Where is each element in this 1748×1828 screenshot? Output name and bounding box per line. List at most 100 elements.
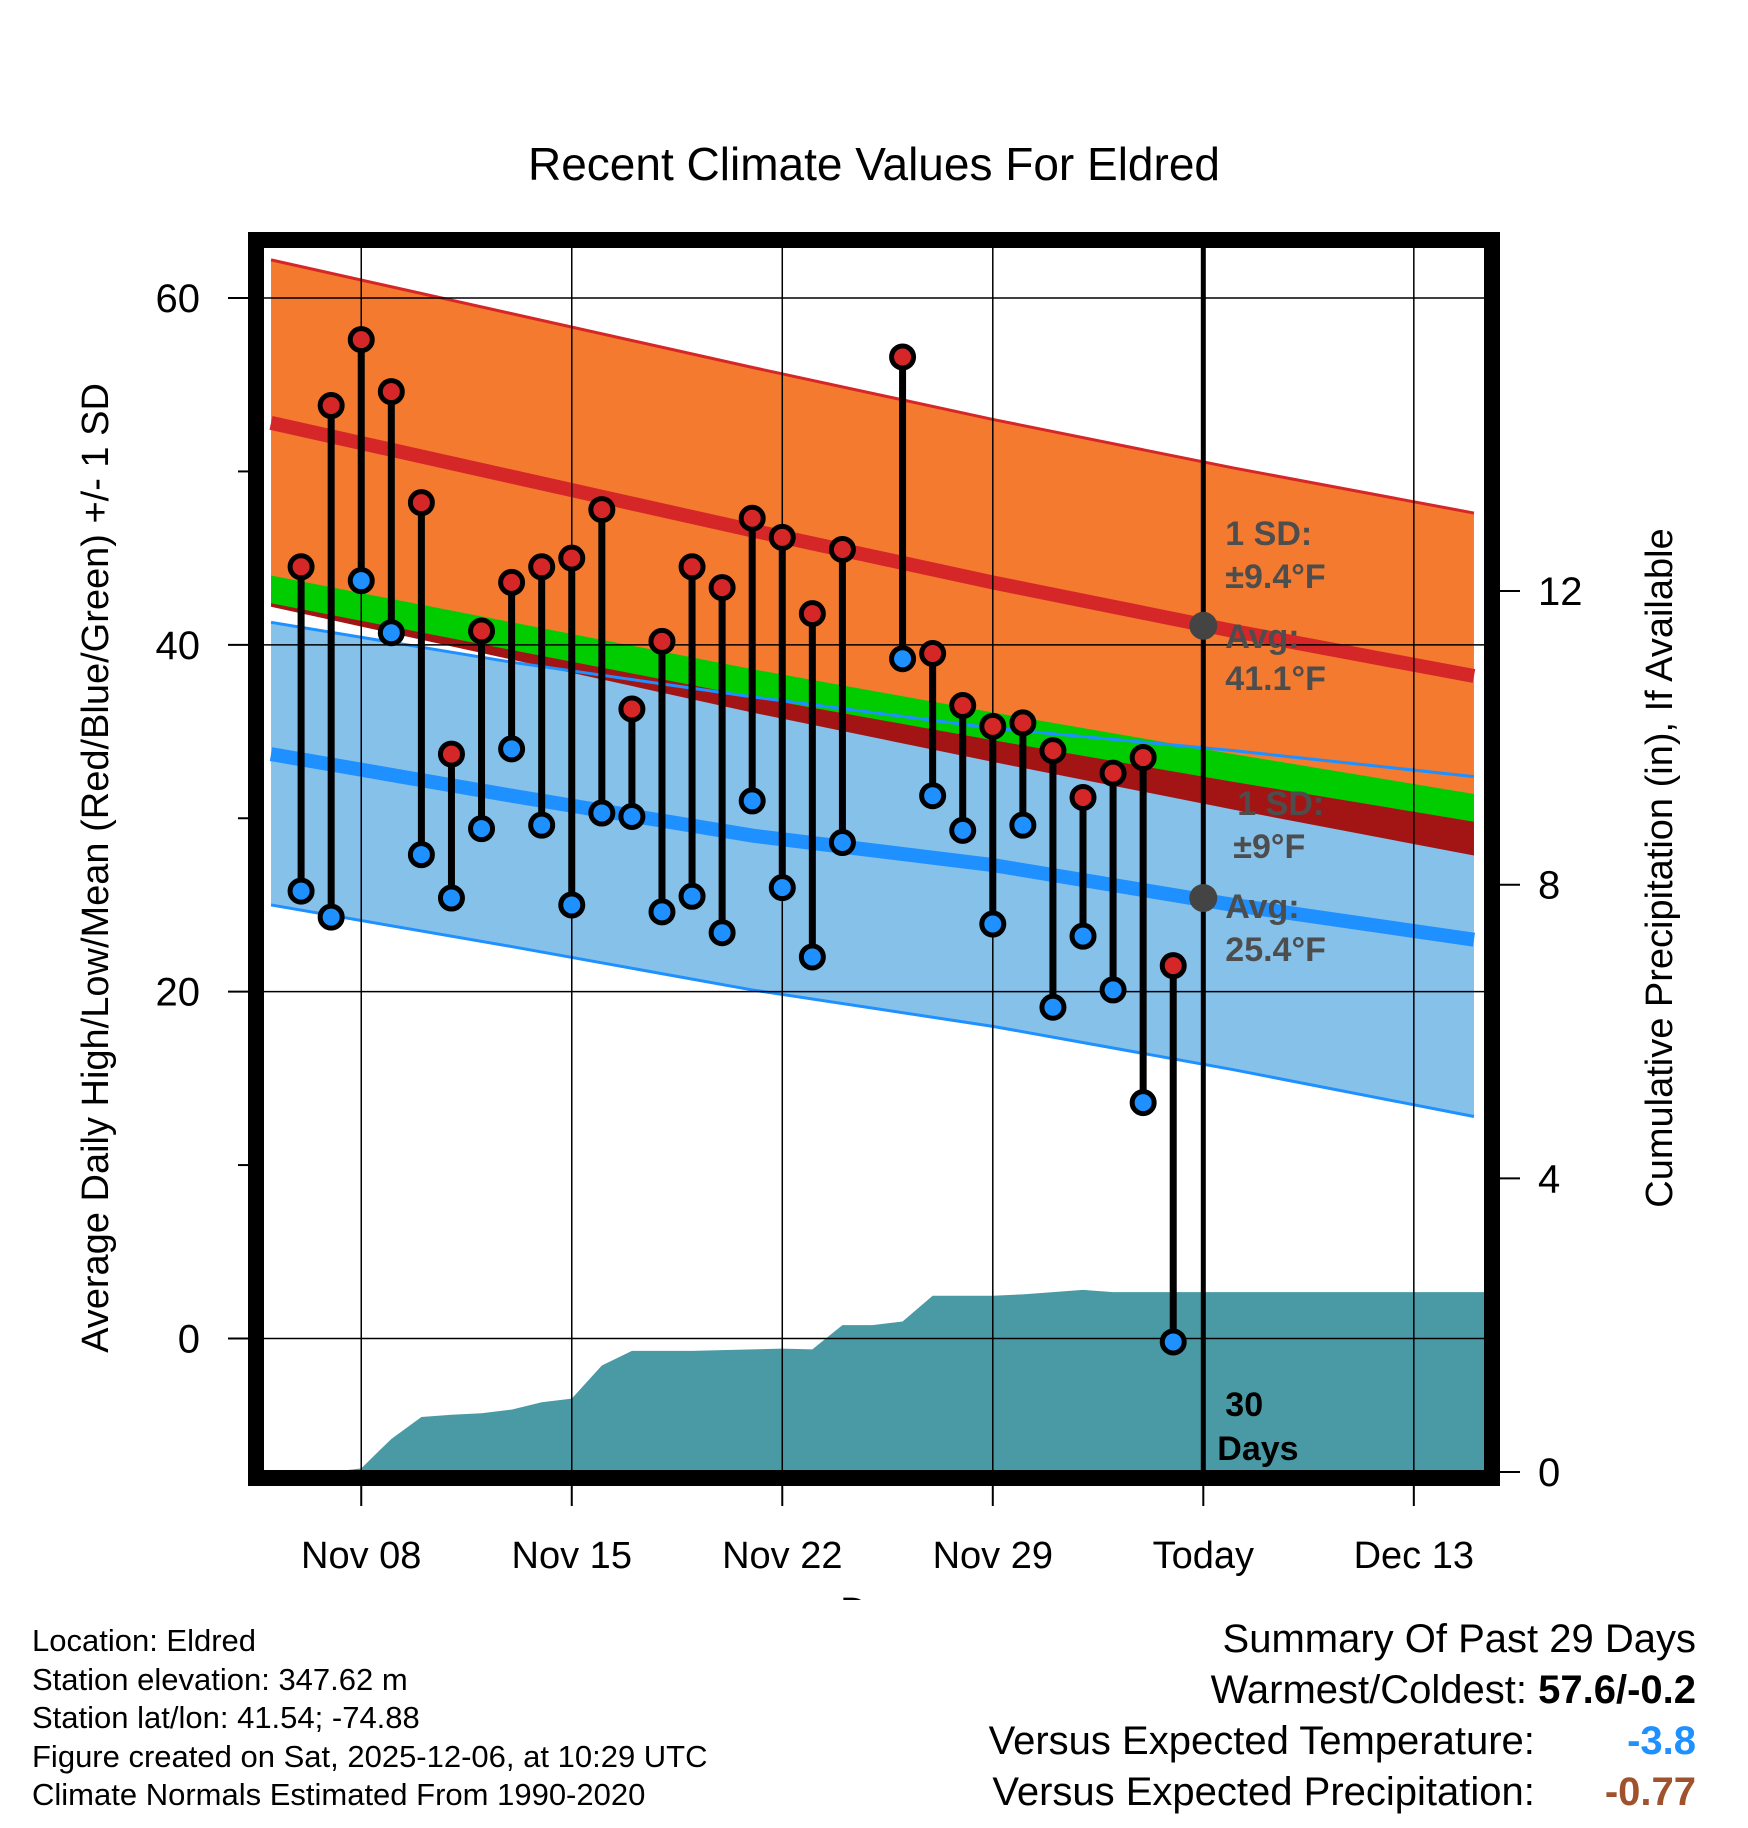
low-temp-point <box>828 829 856 857</box>
precipitation-area <box>271 1289 1486 1472</box>
x-tick-label: Dec 13 <box>1354 1535 1474 1577</box>
low-minus-sd-line <box>270 903 1475 1118</box>
low-temp-point <box>468 815 496 843</box>
precipitation-departure-label: Versus Expected Precipitation: <box>992 1770 1535 1814</box>
station-info: Location: Eldred Station elevation: 347.… <box>32 1622 708 1815</box>
y-axis-label: Average Daily High/Low/Mean (Red/Blue/Gr… <box>75 383 117 1353</box>
high-temp-point <box>889 343 917 371</box>
summary-heading: Summary Of Past 29 Days <box>1222 1617 1696 1661</box>
low-temp-point <box>347 567 375 595</box>
low-sd-label: 1 SD: <box>1237 785 1324 823</box>
high-temp-point <box>919 640 947 668</box>
low-temp-point <box>798 943 826 971</box>
high-avg-label: Avg: <box>1225 618 1299 656</box>
summary-precipitation: Versus Expected Precipitation: -0.77 <box>989 1767 1696 1818</box>
high-temp-point <box>1159 952 1187 980</box>
x-tick-label: Today <box>1153 1535 1254 1577</box>
y2-tick-label: 8 <box>1538 864 1560 908</box>
low-avg-label: Avg: <box>1225 888 1299 926</box>
latlon-text: Station lat/lon: 41.54; -74.88 <box>32 1700 420 1735</box>
x-tick-label: Nov 08 <box>301 1535 421 1577</box>
y-tick-label: 40 <box>156 624 201 668</box>
low-temp-point <box>1039 993 1067 1021</box>
high-temp-point <box>798 600 826 628</box>
precipitation-departure-value: -0.77 <box>1604 1770 1696 1814</box>
low-temp-point <box>407 841 435 869</box>
high-temp-point <box>1099 759 1127 787</box>
high-plus-sd-line <box>270 258 1475 515</box>
warmest-coldest-value: 57.6/-0.2 <box>1538 1668 1696 1712</box>
high-temp-point <box>437 740 465 768</box>
low-temp-point <box>919 782 947 810</box>
low-temp-point <box>889 645 917 673</box>
high-temp-point <box>407 489 435 517</box>
low-temp-point <box>768 874 796 902</box>
high-avg-line <box>269 416 1476 683</box>
precip-days-label: 30 <box>1225 1386 1263 1424</box>
summary-warmest-coldest: Warmest/Coldest: 57.6/-0.2 <box>989 1665 1696 1716</box>
high-avg-value: 41.1°F <box>1225 660 1326 698</box>
high-temp-point <box>708 574 736 602</box>
low-temp-point <box>618 803 646 831</box>
high-temp-point <box>588 496 616 524</box>
low-temp-point <box>588 799 616 827</box>
plot-clip-group: 1 SD: ±9.4°F Avg: 41.1°F 1 SD: ±9°F Avg: 25.4°F… <box>262 246 1486 1472</box>
low-avg-value: 25.4°F <box>1225 931 1326 969</box>
high-temp-point <box>317 392 345 420</box>
high-temp-point <box>738 504 766 532</box>
high-temp-point <box>648 627 676 655</box>
y-tick-label: 60 <box>156 277 201 321</box>
x-tick-label: Nov 29 <box>933 1535 1053 1577</box>
y-tick-label: 0 <box>178 1317 200 1361</box>
y-tick-label: 20 <box>156 971 201 1015</box>
low-temp-point <box>528 811 556 839</box>
chart-title: Recent Climate Values For Eldred <box>528 138 1220 190</box>
x-tick-label: Nov 22 <box>722 1535 842 1577</box>
low-temp-point <box>437 884 465 912</box>
low-temp-point <box>1069 922 1097 950</box>
y2-tick-label: 0 <box>1538 1451 1560 1495</box>
temperature-departure-value: -3.8 <box>1627 1719 1696 1763</box>
high-temp-point <box>468 617 496 645</box>
high-temp-point <box>949 692 977 720</box>
low-sd-value: ±9°F <box>1233 828 1305 866</box>
high-sd-label: 1 SD: <box>1225 515 1312 553</box>
high-temp-point <box>558 544 586 572</box>
high-temp-point <box>287 553 315 581</box>
high-temp-point <box>618 695 646 723</box>
today-high-avg-dot <box>1189 611 1218 640</box>
high-sd-value: ±9.4°F <box>1225 558 1325 596</box>
low-temp-point <box>1129 1089 1157 1117</box>
x-tick-label: Nov 15 <box>512 1535 632 1577</box>
high-temp-point <box>678 553 706 581</box>
y2-axis-label: Cumulative Precipitation (in), If Availa… <box>1639 528 1681 1207</box>
x-axis-label: Day <box>840 1591 908 1600</box>
high-temp-point <box>768 523 796 551</box>
high-temp-point <box>347 326 375 354</box>
climate-chart: Recent Climate Values For Eldred 1 SD: ±9… <box>75 138 1681 1600</box>
low-temp-point <box>1009 811 1037 839</box>
high-temp-point <box>1009 709 1037 737</box>
low-temp-point <box>1099 976 1127 1004</box>
low-temp-point <box>738 787 766 815</box>
y2-tick-label: 4 <box>1538 1157 1560 1201</box>
summary-panel: Summary Of Past 29 Days Warmest/Coldest:… <box>989 1614 1696 1818</box>
low-temp-point <box>678 882 706 910</box>
elevation-text: Station elevation: 347.62 m <box>32 1661 408 1697</box>
low-temp-point <box>287 877 315 905</box>
low-avg-line <box>269 747 1475 947</box>
plot-area: 1 SD: ±9.4°F Avg: 41.1°F 1 SD: ±9°F Avg: 25.4°F… <box>156 232 1583 1577</box>
high-temp-point <box>377 378 405 406</box>
low-temp-point <box>498 735 526 763</box>
precip-days-label: Days <box>1217 1430 1298 1468</box>
high-temp-point <box>1039 737 1067 765</box>
normals-text: Climate Normals Estimated From 1990-2020 <box>32 1777 646 1812</box>
low-temp-point <box>979 910 1007 938</box>
warmest-coldest-label: Warmest/Coldest: <box>1210 1668 1527 1712</box>
plot-frame <box>248 232 1500 1486</box>
low-temp-point <box>1159 1328 1187 1356</box>
low-plus-sd-line <box>270 620 1475 779</box>
location-text: Location: Eldred <box>32 1623 257 1658</box>
low-temp-point <box>949 816 977 844</box>
low-temp-point <box>377 619 405 647</box>
